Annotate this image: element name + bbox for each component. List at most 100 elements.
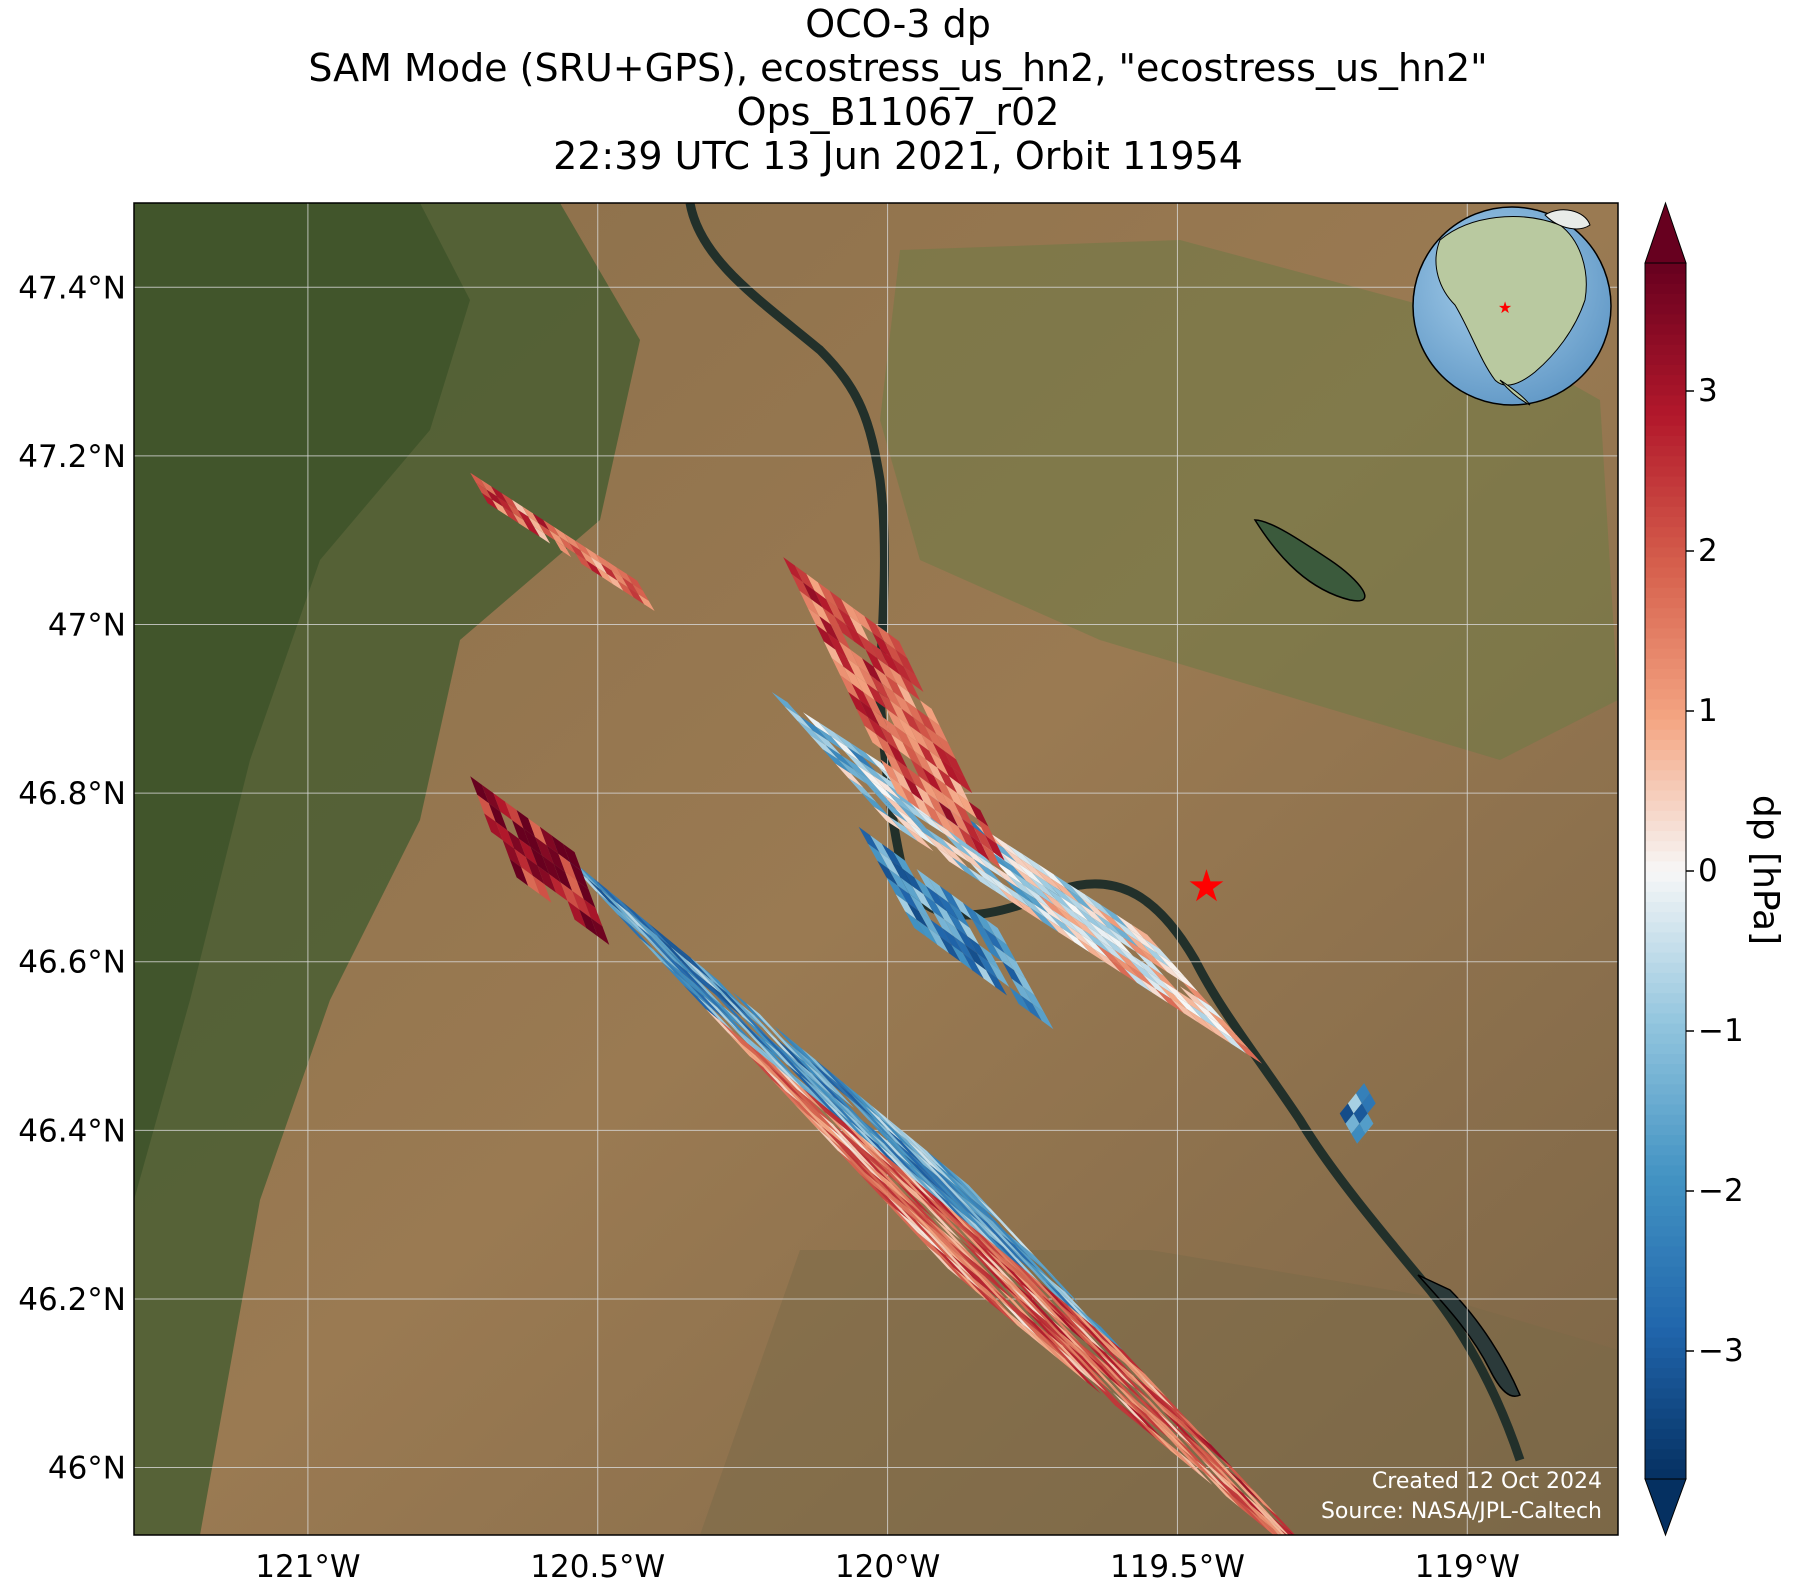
dp-cell bbox=[1056, 1346, 1093, 1382]
dp-cell bbox=[998, 1221, 1035, 1256]
dp-cell bbox=[1176, 990, 1206, 1015]
dp-cell bbox=[957, 1186, 994, 1222]
colorbar-tick-label: −2 bbox=[1698, 1173, 1744, 1209]
dp-cell bbox=[1092, 1381, 1129, 1417]
dp-cell bbox=[587, 878, 624, 914]
colorbar-segment bbox=[1645, 982, 1686, 994]
dp-cell bbox=[889, 1143, 926, 1178]
dp-cell bbox=[601, 890, 638, 926]
dp-cell bbox=[920, 1178, 956, 1214]
dp-cell bbox=[925, 759, 946, 785]
dp-cell bbox=[859, 1174, 896, 1210]
dp-cell bbox=[695, 983, 732, 1019]
dp-cell bbox=[583, 899, 603, 927]
dp-cell bbox=[967, 867, 996, 892]
dp-cell bbox=[1053, 1293, 1090, 1329]
dp-cell bbox=[830, 1111, 867, 1147]
dp-cell bbox=[837, 607, 858, 633]
dp-cell bbox=[1048, 1334, 1085, 1370]
dp-cell bbox=[783, 1078, 820, 1114]
dp-cell bbox=[932, 1217, 969, 1253]
colorbar: 3 2 1 0 −1 −2 −3 bbox=[1644, 201, 1744, 1537]
dp-cell bbox=[1066, 888, 1095, 913]
colorbar-segment bbox=[1645, 1245, 1686, 1257]
dp-cell bbox=[1097, 1340, 1134, 1376]
dp-cell bbox=[1054, 1333, 1091, 1369]
dp-cell bbox=[542, 855, 561, 883]
dp-cell bbox=[809, 735, 839, 760]
dp-cell bbox=[1271, 1516, 1293, 1535]
dp-cell bbox=[887, 742, 908, 768]
dp-cell bbox=[887, 1196, 924, 1232]
colorbar-segment bbox=[1645, 1185, 1686, 1196]
colorbar-segment bbox=[1645, 789, 1686, 801]
dp-cell bbox=[885, 1183, 922, 1219]
dp-cell bbox=[1245, 1506, 1276, 1535]
dp-cell bbox=[1023, 1324, 1060, 1360]
dp-cell bbox=[1098, 939, 1127, 965]
dp-cell bbox=[1192, 1000, 1221, 1025]
dp-cell bbox=[983, 1236, 1020, 1272]
colorbar-segment bbox=[1645, 536, 1686, 548]
dp-cell bbox=[775, 1065, 812, 1101]
credit-source: Source: NASA/JPL-Caltech bbox=[1321, 1499, 1602, 1524]
dp-cell bbox=[1168, 1437, 1205, 1473]
dp-cell bbox=[829, 590, 850, 617]
dp-cell bbox=[1111, 954, 1140, 979]
dp-cell bbox=[818, 582, 838, 608]
dp-cell bbox=[986, 919, 1007, 945]
dp-cell bbox=[681, 972, 718, 1008]
dp-cell bbox=[954, 1173, 991, 1209]
dp-cell bbox=[863, 1160, 900, 1196]
colorbar-segment bbox=[1645, 749, 1686, 761]
dp-cell bbox=[1052, 1320, 1089, 1356]
dp-cell bbox=[950, 810, 970, 836]
dp-cell bbox=[746, 1003, 783, 1038]
colorbar-segment bbox=[1645, 820, 1686, 832]
dp-cell bbox=[1218, 1484, 1254, 1519]
dp-cell bbox=[858, 666, 879, 692]
dp-cell bbox=[1061, 928, 1090, 953]
dp-cell bbox=[1135, 951, 1165, 977]
dp-cell bbox=[1038, 895, 1068, 920]
dp-cell bbox=[1036, 1296, 1072, 1331]
dp-cell bbox=[864, 725, 885, 751]
dp-cell bbox=[946, 911, 968, 937]
dp-cell bbox=[895, 1142, 932, 1178]
dp-cell bbox=[732, 991, 769, 1027]
dp-cell bbox=[620, 900, 657, 936]
dp-cell bbox=[958, 1226, 995, 1262]
dp-cell bbox=[921, 1151, 958, 1187]
colorbar-segment bbox=[1645, 1154, 1686, 1166]
colorbar-segment bbox=[1645, 475, 1686, 487]
dp-cell bbox=[879, 798, 908, 823]
dp-cell bbox=[1219, 1457, 1256, 1492]
dp-cell bbox=[689, 984, 726, 1020]
credit-created: Created 12 Oct 2024 bbox=[1372, 1469, 1602, 1494]
dp-cell bbox=[1038, 1309, 1075, 1345]
dp-cell bbox=[951, 894, 973, 920]
dp-cell bbox=[1196, 1460, 1232, 1496]
dp-cell bbox=[865, 1106, 902, 1142]
dp-cell bbox=[1077, 938, 1106, 963]
dp-cell bbox=[895, 808, 924, 833]
dp-cell bbox=[1139, 1374, 1176, 1410]
lat-tick-label: 47.4°N bbox=[18, 270, 126, 306]
dp-cell bbox=[967, 1279, 1004, 1315]
colorbar-segment bbox=[1645, 1397, 1686, 1409]
dp-cell bbox=[925, 1178, 962, 1213]
dp-cell bbox=[1361, 1093, 1376, 1114]
dp-cell bbox=[637, 925, 674, 960]
dp-cell bbox=[879, 725, 900, 751]
dp-cell bbox=[849, 616, 869, 642]
dp-cell bbox=[601, 563, 618, 581]
dp-cell bbox=[841, 599, 861, 625]
dp-cell bbox=[806, 1074, 843, 1110]
dp-cell bbox=[845, 624, 866, 650]
dp-cell bbox=[847, 1135, 883, 1171]
dp-cell bbox=[1209, 1471, 1246, 1507]
dp-cell bbox=[821, 1126, 858, 1162]
dp-cell bbox=[1011, 978, 1033, 1004]
dp-cell bbox=[866, 783, 896, 809]
dp-cell bbox=[973, 1211, 1010, 1247]
